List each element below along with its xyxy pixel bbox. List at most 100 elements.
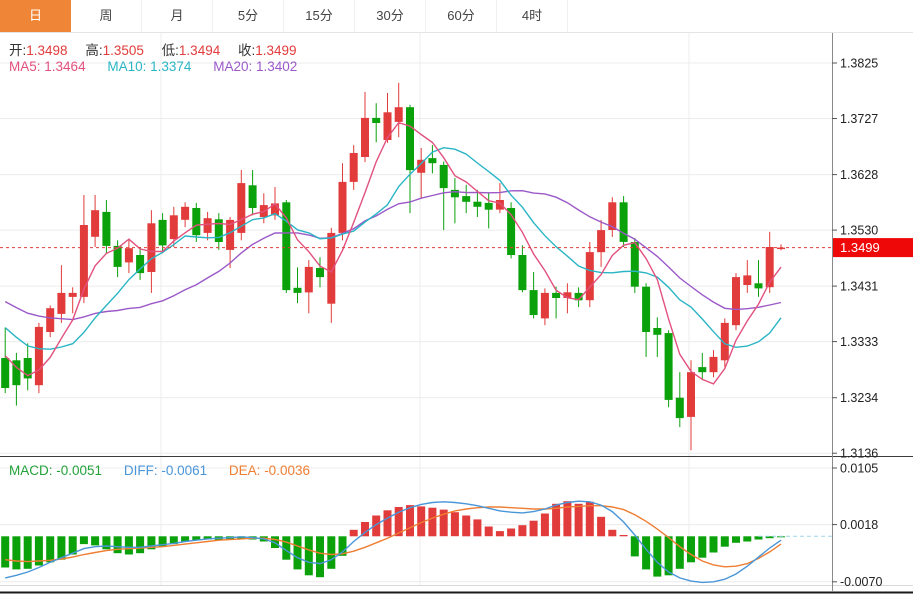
candle-body bbox=[709, 356, 718, 373]
dea-value: -0.0036 bbox=[264, 463, 310, 478]
macd-bar bbox=[518, 525, 527, 537]
candle-body bbox=[630, 242, 639, 287]
candle-body bbox=[406, 107, 414, 171]
candle-body bbox=[349, 153, 358, 182]
gridlines bbox=[0, 33, 832, 585]
tab-30min[interactable]: 30分 bbox=[355, 0, 426, 32]
candle-body bbox=[192, 208, 201, 236]
tab-5min[interactable]: 5分 bbox=[213, 0, 284, 32]
macd-label: MACD: bbox=[9, 463, 53, 478]
macd-value: -0.0051 bbox=[56, 463, 103, 478]
macd-bar bbox=[529, 520, 538, 537]
macd-bar bbox=[68, 536, 77, 555]
candle-body bbox=[248, 185, 257, 208]
price-axis-label: 1.3825 bbox=[840, 56, 878, 70]
macd-bar bbox=[642, 536, 651, 570]
open-value: 1.3498 bbox=[26, 43, 68, 58]
candle-body bbox=[743, 275, 752, 285]
candle-body bbox=[608, 202, 617, 230]
macd-bar bbox=[709, 536, 718, 553]
macd-bar bbox=[383, 510, 392, 537]
candle-body bbox=[46, 308, 55, 332]
candle-body bbox=[732, 277, 740, 326]
macd-bar bbox=[439, 509, 448, 537]
candle-body bbox=[91, 210, 100, 237]
tab-15min[interactable]: 15分 bbox=[284, 0, 355, 32]
macd-bar bbox=[574, 503, 583, 537]
macd-bar bbox=[417, 506, 426, 537]
candle-body bbox=[327, 232, 336, 304]
price-axis-label: 1.3530 bbox=[840, 223, 878, 237]
macd-bar bbox=[540, 513, 549, 537]
tab-60min[interactable]: 60分 bbox=[426, 0, 497, 32]
macd-axis-label: 0.0105 bbox=[840, 461, 878, 475]
diff-value: -0.0061 bbox=[161, 463, 208, 478]
dea-label: DEA: bbox=[228, 463, 261, 478]
macd-bar bbox=[361, 522, 369, 537]
ma20-value: 1.3402 bbox=[256, 59, 298, 74]
candle-body bbox=[23, 358, 32, 379]
macd-bar bbox=[136, 536, 145, 554]
candle-body bbox=[79, 225, 88, 297]
macd-bar bbox=[619, 535, 628, 537]
macd-bar bbox=[327, 536, 336, 569]
candle-body bbox=[383, 112, 392, 140]
candle-body bbox=[653, 328, 662, 335]
macd-bar bbox=[585, 501, 594, 537]
macd-bar bbox=[675, 536, 684, 569]
candle-body bbox=[12, 360, 21, 386]
macd-bar bbox=[113, 536, 122, 554]
macd-bar bbox=[608, 529, 617, 537]
macd-bar bbox=[563, 501, 572, 537]
macd-bar bbox=[653, 536, 662, 577]
ma-lines bbox=[4, 121, 782, 385]
diff-label: DIFF: bbox=[123, 463, 158, 478]
current-price-tag-value: 1.3499 bbox=[840, 240, 880, 255]
ma10-label: MA10: bbox=[107, 59, 147, 74]
tab-month[interactable]: 月 bbox=[142, 0, 213, 32]
tab-week[interactable]: 周 bbox=[71, 0, 142, 32]
macd-bar bbox=[484, 526, 493, 537]
macd-bar bbox=[338, 536, 347, 556]
low-label: 低: bbox=[161, 43, 179, 58]
candle-body bbox=[361, 117, 369, 157]
candle-body bbox=[597, 230, 606, 253]
close-label: 收: bbox=[237, 43, 256, 58]
candle-body bbox=[720, 322, 729, 361]
tab-4hour[interactable]: 4时 bbox=[497, 0, 568, 32]
macd-bar bbox=[12, 536, 21, 570]
macd-bar bbox=[552, 503, 561, 537]
candle-body bbox=[585, 252, 594, 301]
candle-body bbox=[338, 181, 347, 233]
candle-body bbox=[540, 292, 549, 319]
candle-body bbox=[34, 326, 43, 386]
tab-day[interactable]: 日 bbox=[0, 0, 71, 32]
macd-bar bbox=[124, 536, 133, 555]
close-value: 1.3499 bbox=[255, 43, 297, 58]
macd-bar bbox=[203, 536, 212, 540]
current-price-tag bbox=[833, 238, 913, 258]
macd-bar bbox=[91, 536, 100, 546]
price-axis-label: 1.3234 bbox=[840, 391, 878, 405]
candle-body bbox=[68, 292, 77, 297]
macd-bar bbox=[46, 536, 55, 563]
macd-bar bbox=[282, 536, 291, 560]
candle-body bbox=[226, 219, 235, 250]
candle-body bbox=[754, 283, 763, 289]
candle-body bbox=[237, 183, 246, 233]
macd-bar bbox=[597, 516, 606, 537]
macd-bar bbox=[495, 531, 504, 537]
candle-body bbox=[765, 247, 774, 288]
macd-bar bbox=[23, 536, 32, 569]
macd-bar bbox=[720, 536, 729, 547]
candle-body bbox=[484, 202, 493, 210]
candle-body bbox=[57, 292, 66, 314]
macd-axis-label: -0.0070 bbox=[840, 575, 882, 589]
macd-legend: MACD: -0.0051 DIFF: -0.0061 DEA: -0.0036 bbox=[9, 463, 328, 478]
ohlc-readout: 开:1.3498 高:1.3505 低:1.3494 收:1.3499 bbox=[9, 39, 311, 59]
dea-line bbox=[5, 505, 782, 568]
candle-body bbox=[462, 196, 471, 202]
candle-body bbox=[563, 292, 572, 298]
